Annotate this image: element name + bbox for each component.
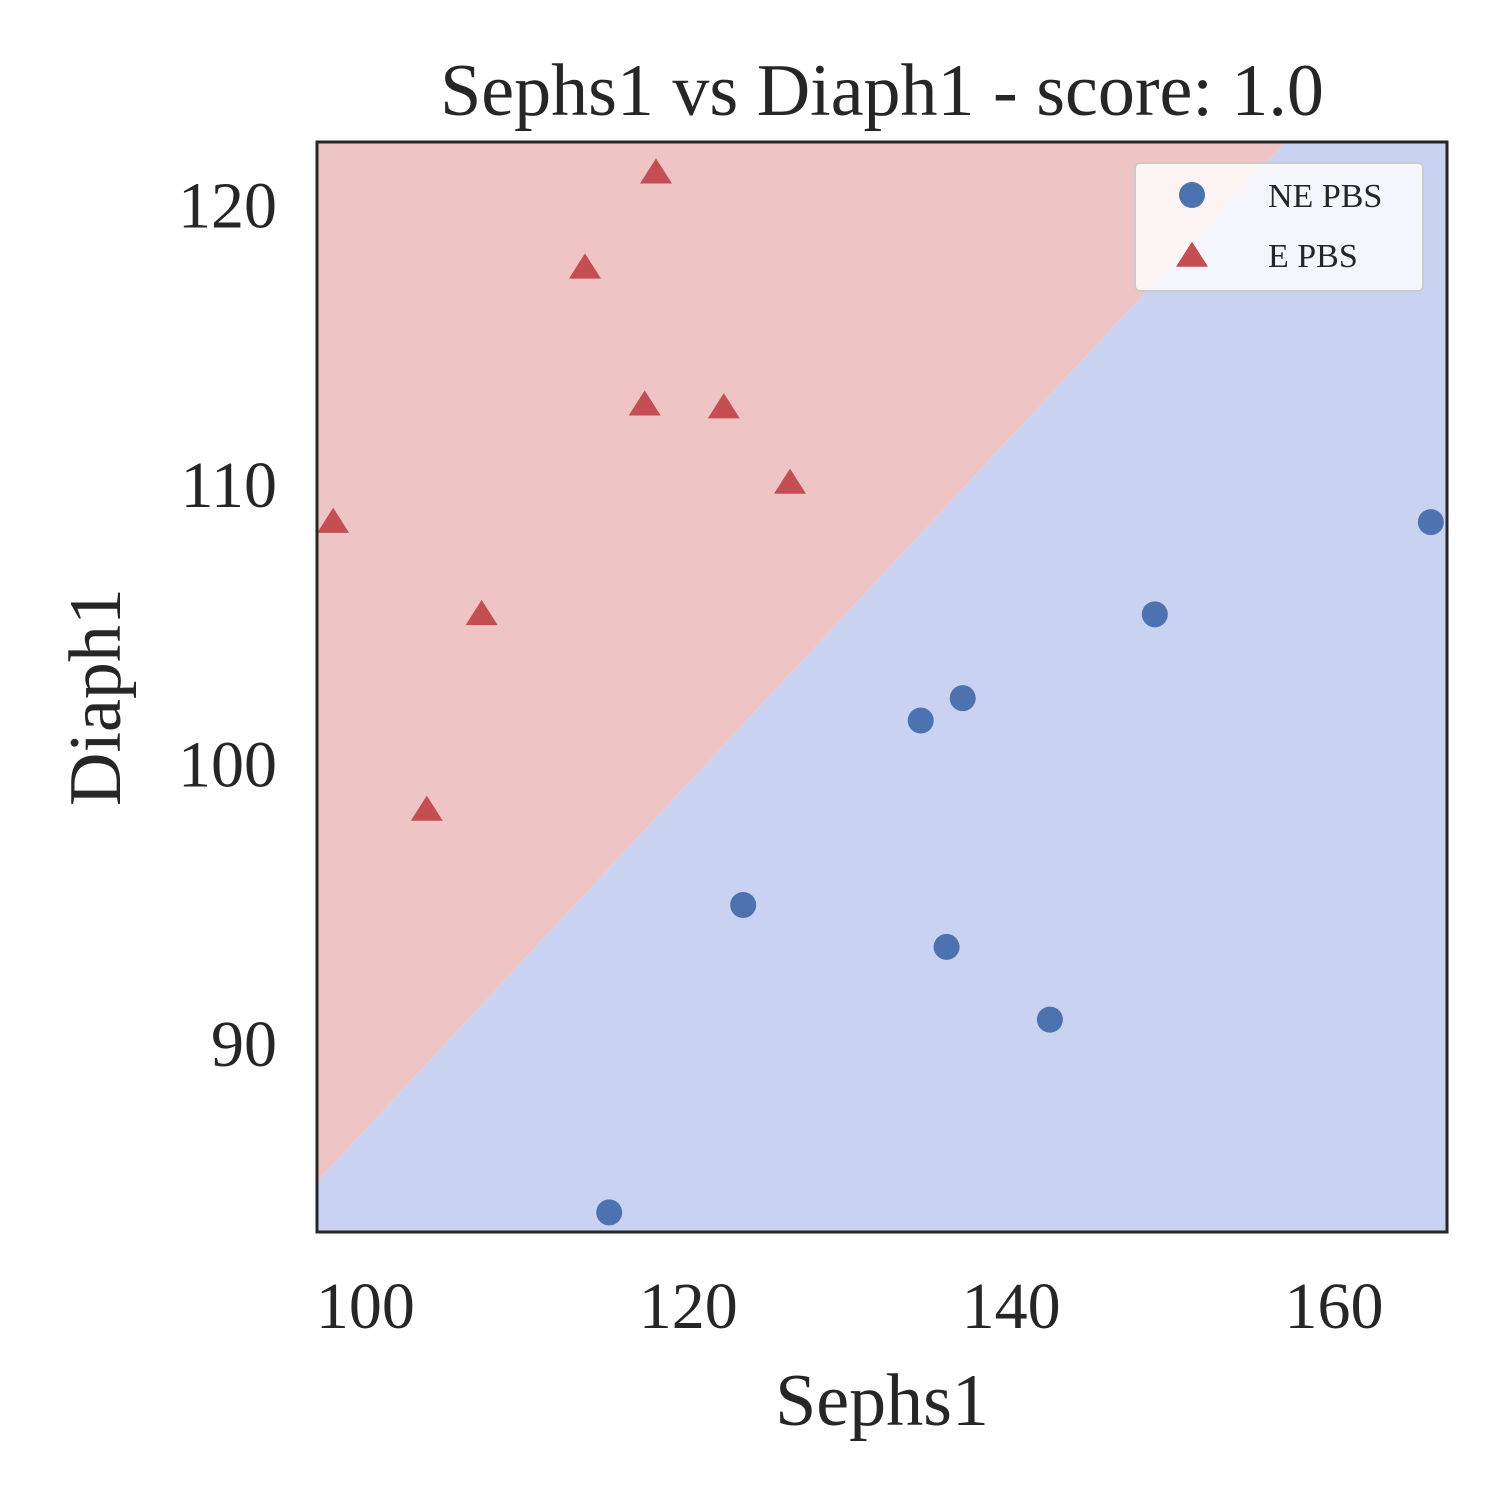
x-tick-label: 120 xyxy=(639,1270,738,1343)
e-pbs-point-2 xyxy=(465,599,498,626)
e-pbs-point-3 xyxy=(568,253,601,279)
chart-title: Sephs1 vs Diaph1 - score: 1.0 xyxy=(440,50,1324,132)
x-tick-label: 160 xyxy=(1285,1270,1384,1343)
ne-pbs-point-4 xyxy=(949,685,976,712)
y-tick-label: 120 xyxy=(178,169,277,242)
legend-label-e-pbs: E PBS xyxy=(1268,238,1358,275)
x-axis-label: Sephs1 xyxy=(775,1360,989,1442)
ne-pbs-point-7 xyxy=(1417,509,1444,536)
ne-pbs-point-0 xyxy=(596,1199,623,1226)
e-pbs-point-5 xyxy=(640,158,672,184)
x-tick-label: 100 xyxy=(316,1270,415,1343)
y-axis-label: Diaph1 xyxy=(55,588,137,806)
decision-regions xyxy=(317,142,1447,1232)
ne-pbs-point-2 xyxy=(907,707,934,734)
axis-ticks: 100 120 140 160 90 100 110 120 xyxy=(178,169,1384,1343)
data-points xyxy=(317,158,1444,1226)
e-pbs-point-6 xyxy=(707,393,740,419)
legend-marker-ne-pbs xyxy=(1179,182,1205,208)
legend: NE PBS E PBS xyxy=(1134,162,1424,292)
region-ne-pbs xyxy=(317,142,1447,1232)
legend-box xyxy=(1134,162,1424,292)
e-pbs-point-1 xyxy=(410,795,443,821)
legend-marker-e-pbs xyxy=(1176,241,1208,267)
e-pbs-point-0 xyxy=(317,507,350,533)
x-tick-label: 140 xyxy=(962,1270,1061,1343)
legend-label-ne-pbs: NE PBS xyxy=(1268,178,1382,215)
e-pbs-point-4 xyxy=(628,390,661,416)
y-tick-label: 90 xyxy=(211,1008,277,1081)
plot-frame xyxy=(315,140,1449,1234)
ne-pbs-point-3 xyxy=(933,933,960,960)
y-tick-label: 100 xyxy=(178,728,277,801)
ne-pbs-point-5 xyxy=(1036,1006,1063,1033)
ne-pbs-point-1 xyxy=(730,892,757,918)
e-pbs-point-7 xyxy=(773,468,806,494)
ne-pbs-point-6 xyxy=(1141,601,1168,628)
y-tick-label: 110 xyxy=(180,449,277,522)
